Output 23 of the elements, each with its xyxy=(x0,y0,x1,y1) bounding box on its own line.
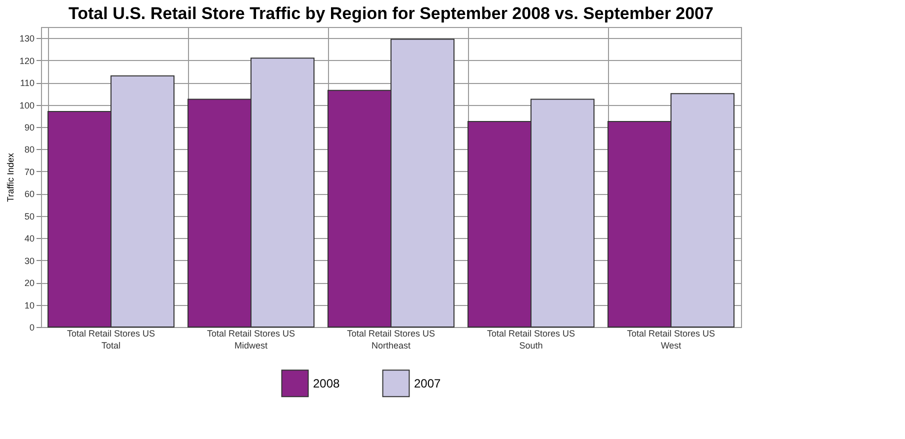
y-tick-label: 90 xyxy=(24,122,34,132)
y-tick-label: 70 xyxy=(24,166,34,177)
x-tick-label: Total Retail Stores US Northeast xyxy=(346,328,436,350)
y-tick-label: 30 xyxy=(24,256,34,266)
y-axis-title: Traffic Index xyxy=(5,152,16,202)
y-tick-label: 120 xyxy=(19,56,34,66)
legend-label: 2007 xyxy=(414,376,442,390)
legend-label: 2008 xyxy=(313,376,340,390)
y-tick-label: 60 xyxy=(24,189,34,200)
y-tick-label: 130 xyxy=(19,34,34,44)
y-tick-label: 50 xyxy=(24,211,34,222)
y-tick-label: 80 xyxy=(24,144,34,155)
chart-title: Total U.S. Retail Store Traffic by Region for September 2008 vs. September 2007 xyxy=(68,4,714,23)
y-tick-label: 10 xyxy=(24,300,34,310)
y-tick-label: 100 xyxy=(19,100,34,110)
x-tick-label: Total Retail Stores US Midwest xyxy=(206,328,296,350)
x-tick-label: Total Retail Stores US West xyxy=(626,328,716,350)
x-tick-label: Total Retail Stores US Total xyxy=(66,328,156,350)
y-tick-label: 110 xyxy=(20,78,34,88)
y-tick-label: 20 xyxy=(24,278,34,288)
y-tick-label: 0 xyxy=(29,322,34,332)
y-tick-label: 40 xyxy=(24,234,34,244)
x-tick-label: Total Retail Stores US South xyxy=(486,328,576,350)
